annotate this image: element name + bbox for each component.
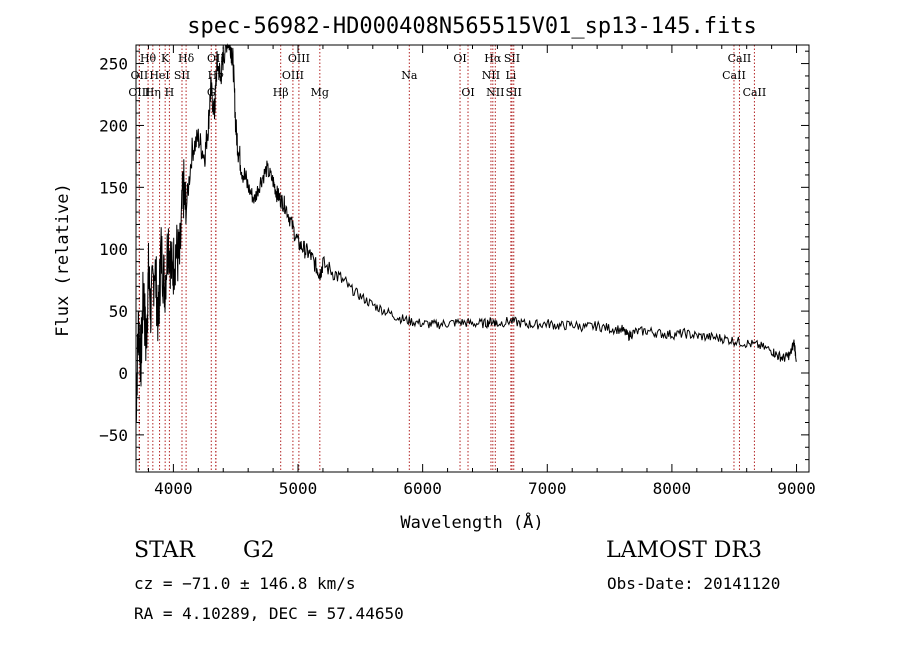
coordinates: RA = 4.10289, DEC = 57.44650 xyxy=(134,604,404,623)
x-tick-label: 4000 xyxy=(154,479,193,498)
line-label-7: SII xyxy=(504,52,520,65)
x-tick-label: 8000 xyxy=(653,479,692,498)
y-tick-label: 50 xyxy=(109,302,128,321)
line-label-24: OI xyxy=(461,86,474,99)
redshift-velocity: cz = −71.0 ± 146.8 km/s xyxy=(134,574,356,593)
line-label-20: H xyxy=(165,86,175,99)
line-label-16: Li xyxy=(505,69,516,82)
line-label-13: OIII xyxy=(282,69,304,82)
survey-name: LAMOST DR3 xyxy=(606,538,762,563)
line-label-22: Hβ xyxy=(273,86,289,99)
line-label-2: Hδ xyxy=(178,52,195,65)
line-label-0: Hθ xyxy=(140,52,157,65)
line-label-26: SII xyxy=(506,86,522,99)
object-type: STAR xyxy=(134,538,195,563)
line-label-10: HeI xyxy=(149,69,169,82)
line-label-4: OIII xyxy=(288,52,310,65)
y-tick-label: 0 xyxy=(118,364,128,383)
line-label-5: OI xyxy=(453,52,466,65)
line-label-8: CaII xyxy=(728,52,752,65)
x-tick-label: 5000 xyxy=(279,479,318,498)
x-axis-label: Wavelength (Å) xyxy=(400,511,543,533)
object-subclass: G2 xyxy=(243,538,275,563)
line-label-15: NII xyxy=(482,69,500,82)
y-tick-label: 100 xyxy=(99,240,128,259)
y-tick-label: 200 xyxy=(99,116,128,135)
line-label-23: Mg xyxy=(311,86,329,99)
x-tick-label: 9000 xyxy=(777,479,816,498)
y-tick-label: −50 xyxy=(99,426,128,445)
spectrum-line xyxy=(135,43,797,422)
line-label-11: SII xyxy=(174,69,190,82)
line-label-1: K xyxy=(161,52,170,65)
chart-title: spec-56982-HD000408N565515V01_sp13-145.f… xyxy=(187,14,757,39)
tick-layer: 4000 5000 6000 7000 8000 9000 −50 0 50 100 150 200 2… xyxy=(99,45,816,498)
y-tick-label: 250 xyxy=(99,55,128,74)
line-marker-layer: HθKHδOIIOIIIOIHαSIICaIIOIIHeISIIHγOIIINa… xyxy=(128,45,766,472)
plot-frame xyxy=(135,44,810,473)
line-label-14: Na xyxy=(401,69,418,82)
line-label-25: NII xyxy=(486,86,504,99)
spectrum-layer xyxy=(135,43,797,422)
line-label-18: OIII xyxy=(128,86,150,99)
line-label-19: Hη xyxy=(145,86,161,99)
line-label-3: OII xyxy=(207,52,225,65)
y-tick-label: 150 xyxy=(99,178,128,197)
line-label-27: CaII xyxy=(743,86,767,99)
x-tick-label: 7000 xyxy=(528,479,567,498)
line-label-17: CaII xyxy=(722,69,746,82)
line-label-6: Hα xyxy=(484,52,502,65)
y-axis-label: Flux (relative) xyxy=(53,183,73,337)
observation-date: Obs-Date: 20141120 xyxy=(607,574,781,593)
x-tick-label: 6000 xyxy=(403,479,442,498)
